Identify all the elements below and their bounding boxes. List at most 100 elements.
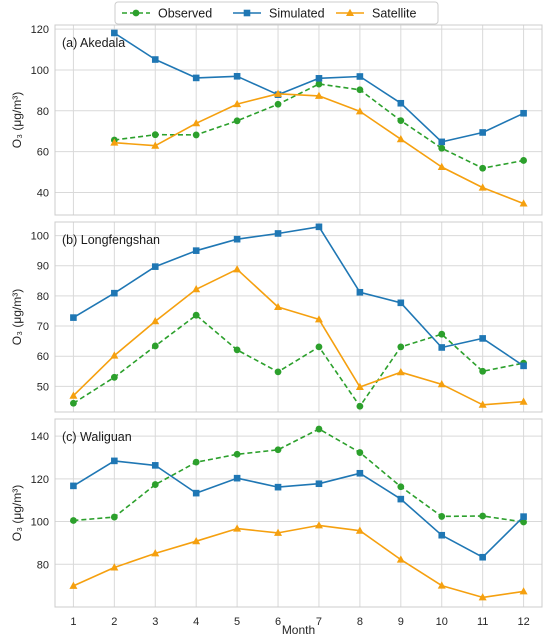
y-tick-label: 80 [37,291,49,303]
data-point-observed [315,425,323,433]
data-point-simulated [151,462,159,469]
data-point-simulated [192,247,200,254]
data-point-simulated [233,72,241,80]
legend-marker [243,9,251,17]
data-point-simulated [274,230,282,237]
data-point-satellite [437,162,446,170]
plot-area [55,222,542,412]
data-point-observed [151,342,159,350]
y-tick-label: 40 [37,188,49,200]
data-point-satellite [110,563,119,571]
data-point-simulated [520,362,527,370]
y-tick-label: 140 [31,431,49,443]
data-point-observed [520,518,527,526]
y-tick-label: 90 [37,261,49,273]
data-point-satellite [192,285,201,293]
x-axis-title: Month [282,623,315,637]
y-tick-label: 100 [31,517,49,529]
series-satellite [69,265,528,408]
data-point-simulated [274,483,282,491]
data-point-observed [274,446,282,454]
data-point-simulated [438,344,446,351]
data-point-simulated [397,299,405,307]
y-tick-label: 60 [37,147,49,159]
panel-title: (c) Waliguan [62,430,132,444]
y-tick-label: 120 [31,474,49,486]
data-point-simulated [111,29,118,37]
y-tick-label: 100 [31,231,49,243]
data-point-observed [479,164,487,172]
data-point-satellite [519,587,528,595]
x-tick-label: 10 [436,616,448,628]
y-tick-label: 120 [31,24,49,36]
data-point-simulated [315,480,323,488]
x-tick-label: 7 [316,616,322,628]
y-tick-label: 50 [37,381,49,393]
data-point-satellite [233,265,242,273]
data-point-simulated [315,75,323,82]
data-point-satellite [233,99,242,108]
data-point-observed [438,330,446,338]
data-point-satellite [437,581,446,589]
x-tick-label: 4 [193,616,199,628]
panel-title: (a) Akedala [62,36,125,50]
x-tick-label: 9 [398,616,404,628]
data-point-satellite [274,528,283,536]
y-tick-label: 100 [31,65,49,77]
plot-frame [54,24,543,216]
chart-panels: 40 60 80 100 120 O₃ (μg/m³) (a) Akedala 50 60 70 8… [10,24,543,628]
data-point-simulated [70,482,77,490]
series-line-observed [73,428,524,523]
x-tick-label: 8 [357,616,363,628]
data-point-simulated [315,223,323,231]
data-point-simulated [479,129,486,136]
series-line-observed [72,314,524,408]
plot-frame [54,221,543,413]
data-point-observed [356,86,364,94]
data-point-observed [110,513,118,521]
panel-a-akedala: 40 60 80 100 120 O₃ (μg/m³) (a) Akedala [10,24,543,216]
data-point-observed [151,481,159,488]
series-satellite [110,89,528,207]
data-point-simulated [233,235,241,243]
data-point-simulated [397,495,405,503]
data-point-satellite [314,91,323,99]
data-point-simulated [356,288,364,296]
data-point-observed [397,343,405,351]
data-point-simulated [70,314,77,321]
data-point-observed [233,117,241,125]
data-point-simulated [438,531,446,539]
data-point-simulated [192,74,200,82]
x-tick-label: 2 [111,616,117,628]
data-point-observed [70,517,77,524]
data-point-satellite [233,524,242,532]
data-point-observed [70,399,77,407]
series-line-simulated [72,226,525,367]
legend-marker [132,9,140,17]
legend-item-simulated: Simulated [233,7,325,21]
data-point-observed [192,311,200,319]
data-point-satellite [192,537,201,545]
legend-label: Simulated [269,7,325,21]
legend-label: Observed [158,7,212,21]
data-point-satellite [396,555,405,563]
series-line-satellite [72,268,524,406]
data-point-simulated [479,335,486,342]
x-tick-label: 3 [152,616,158,628]
data-point-satellite [110,351,119,359]
data-point-satellite [110,138,119,146]
data-point-satellite [151,141,160,149]
data-point-satellite [519,397,528,405]
data-point-simulated [151,56,159,63]
data-point-satellite [355,526,364,534]
x-tick-label: 5 [234,616,240,628]
y-tick-label: 60 [37,351,49,363]
legend-marker [346,8,354,16]
data-point-satellite [396,135,405,143]
series-simulated [111,29,527,146]
data-point-satellite [478,593,487,601]
data-point-satellite [355,107,364,115]
legend-frame [114,1,439,25]
data-point-observed [274,368,282,376]
